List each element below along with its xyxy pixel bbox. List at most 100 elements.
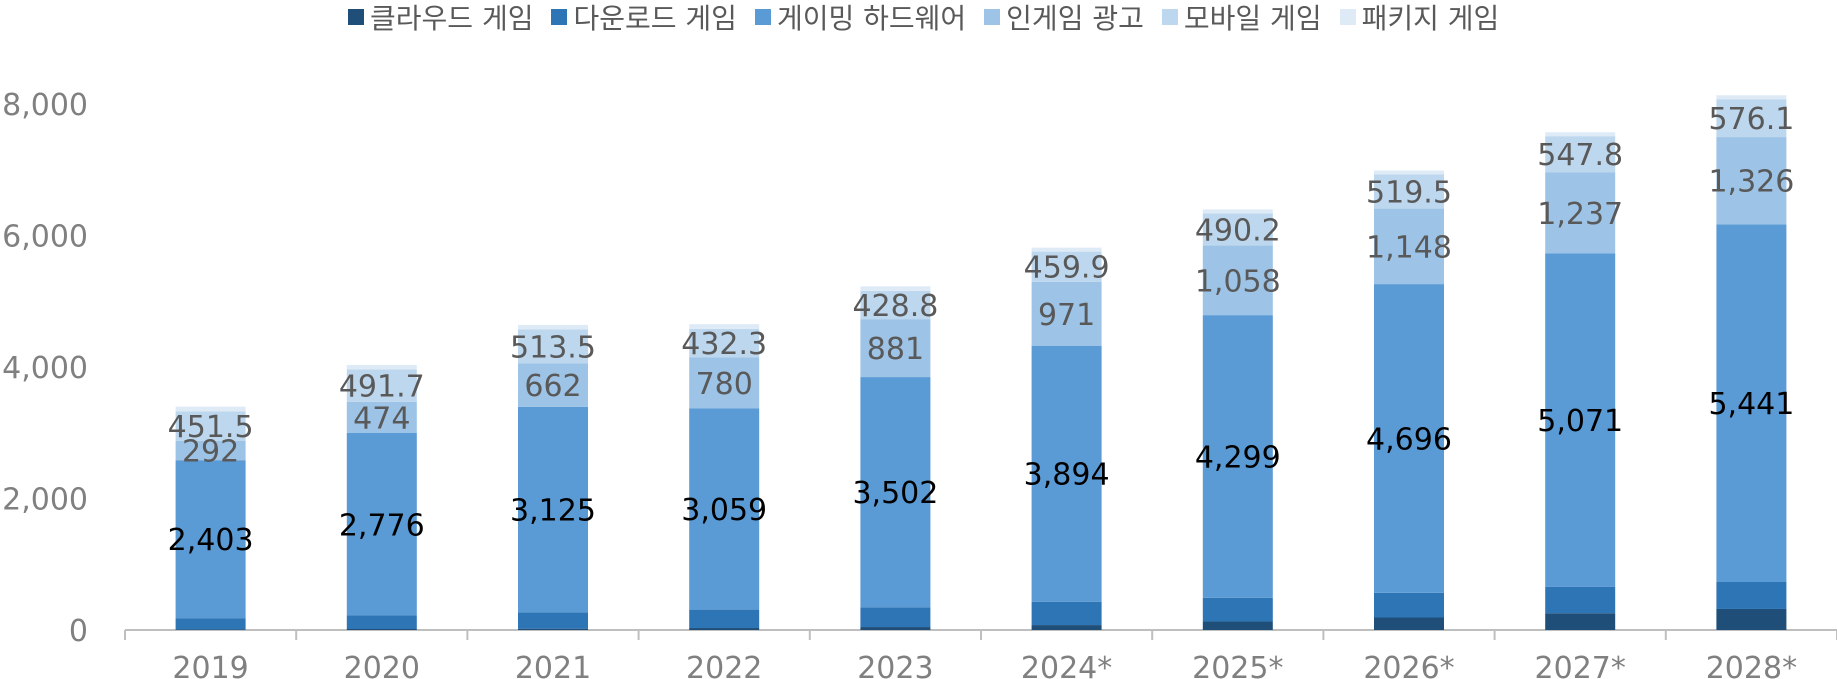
x-tick-label: 2027* xyxy=(1535,651,1626,679)
data-label: 662 xyxy=(524,369,581,404)
bar-segment xyxy=(689,328,760,358)
data-label: 3,502 xyxy=(852,476,938,511)
bar-segment xyxy=(1374,592,1444,618)
data-label: 2,403 xyxy=(168,523,254,558)
legend-item: 게이밍 하드웨어 xyxy=(754,0,967,37)
legend-swatch xyxy=(1339,9,1356,25)
bar-segment xyxy=(1374,170,1444,175)
legend-item: 클라우드 게임 xyxy=(348,0,533,37)
bar-segment xyxy=(1716,95,1787,100)
data-label: 4,696 xyxy=(1366,422,1452,457)
bar-segment xyxy=(1031,281,1102,346)
bar-segment xyxy=(689,324,760,329)
x-tick-label: 2028* xyxy=(1706,651,1797,679)
bar-segment xyxy=(860,319,931,378)
bar-segment xyxy=(689,357,760,409)
bar-segment xyxy=(689,609,760,629)
bar-segment xyxy=(1031,601,1102,626)
data-label: 513.5 xyxy=(510,330,596,365)
data-label: 5,071 xyxy=(1537,404,1623,439)
bar-segment xyxy=(346,615,417,630)
legend-swatch xyxy=(1161,9,1178,25)
bar-segment xyxy=(1202,213,1273,246)
legend-label: 게이밍 하드웨어 xyxy=(776,2,967,35)
bar-segment xyxy=(1716,608,1787,630)
bar-segment xyxy=(175,629,246,630)
bar-segment xyxy=(1545,586,1616,614)
bar-segment xyxy=(860,377,931,608)
bar-segment xyxy=(175,411,246,441)
data-label: 1,326 xyxy=(1708,165,1794,200)
bar-segment xyxy=(518,324,588,330)
bar-segment xyxy=(860,286,931,291)
bar-segment xyxy=(175,460,246,619)
data-label: 474 xyxy=(353,401,410,436)
bar-segment xyxy=(1545,613,1616,630)
legend-swatch xyxy=(984,9,1001,25)
x-tick-label: 2023 xyxy=(857,651,933,679)
bar-segment xyxy=(1374,284,1444,593)
bar-segment xyxy=(518,628,588,630)
bar-segment xyxy=(518,363,588,407)
y-tick-label: 4,000 xyxy=(2,351,88,386)
bar-segment xyxy=(518,329,588,364)
bar-segment xyxy=(518,406,588,613)
bar-segment xyxy=(1716,224,1787,583)
bar-segment xyxy=(1031,625,1102,630)
legend-swatch xyxy=(754,9,771,25)
data-label: 780 xyxy=(696,367,753,402)
x-tick-label: 2019 xyxy=(172,651,248,679)
x-tick-label: 2024* xyxy=(1021,651,1112,679)
legend-item: 모바일 게임 xyxy=(1161,0,1322,37)
data-label: 490.2 xyxy=(1195,213,1281,248)
data-label: 459.9 xyxy=(1024,251,1110,286)
bar-segment xyxy=(1374,208,1444,285)
bar-segment xyxy=(346,364,417,370)
bar-segment xyxy=(175,618,246,630)
bar-segment xyxy=(1202,315,1273,598)
data-label: 3,894 xyxy=(1024,458,1110,493)
data-label: 4,299 xyxy=(1195,440,1281,475)
bar-segment xyxy=(1545,132,1616,137)
x-tick-label: 2025* xyxy=(1192,651,1283,679)
data-label: 5,441 xyxy=(1708,387,1794,422)
bar-segment xyxy=(1545,253,1616,587)
bars-group xyxy=(175,95,1787,630)
bar-segment xyxy=(346,629,417,630)
bar-segment xyxy=(1716,582,1787,609)
data-label: 428.8 xyxy=(852,289,938,324)
legend-item: 다운로드 게임 xyxy=(551,0,737,37)
legend-label: 모바일 게임 xyxy=(1183,2,1322,35)
y-tick-label: 6,000 xyxy=(2,220,88,255)
x-tick-label: 2021 xyxy=(515,651,591,679)
data-label: 432.3 xyxy=(681,327,767,362)
bar-segment xyxy=(1031,251,1102,282)
data-label: 1,148 xyxy=(1366,230,1452,265)
x-tick-label: 2026* xyxy=(1363,651,1454,679)
bar-segment xyxy=(1374,617,1444,630)
bar-segment xyxy=(1031,345,1102,602)
bar-segment xyxy=(1716,99,1787,138)
bar-segment xyxy=(346,401,417,434)
legend-label: 인게임 광고 xyxy=(1006,2,1144,35)
bar-segment xyxy=(689,628,760,630)
bar-segment xyxy=(1202,209,1273,214)
axis-group: 0 2,000 4,000 6,000 8,000 2019 2020 2021 2022 202… xyxy=(2,88,1837,679)
y-tick-label: 8,000 xyxy=(2,88,88,123)
legend-label: 다운로드 게임 xyxy=(573,2,737,35)
bar-segment xyxy=(1202,621,1273,630)
data-label: 2,776 xyxy=(339,508,425,543)
bar-segment xyxy=(1031,247,1102,252)
bar-segment xyxy=(860,290,931,320)
x-tick-label: 2022 xyxy=(686,651,762,679)
bar-segment xyxy=(1545,172,1616,254)
data-label: 519.5 xyxy=(1366,176,1452,211)
bar-segment xyxy=(689,408,760,610)
data-label: 1,237 xyxy=(1537,197,1623,232)
legend-item: 패키지 게임 xyxy=(1339,0,1499,37)
bar-segment xyxy=(175,440,246,461)
data-label: 451.5 xyxy=(168,410,254,445)
data-label: 3,125 xyxy=(510,494,596,529)
legend-label: 클라우드 게임 xyxy=(370,2,534,35)
